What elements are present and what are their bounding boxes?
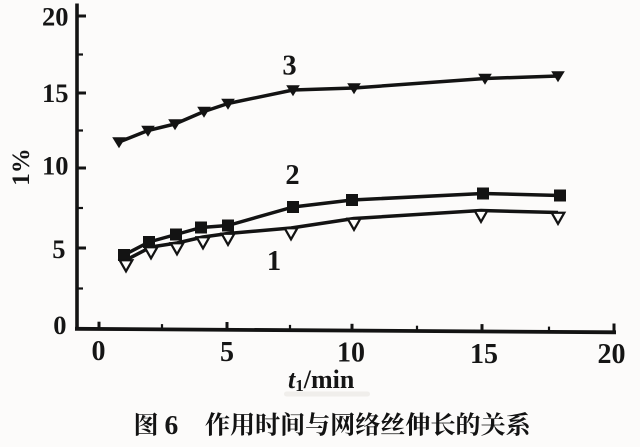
svg-text:20: 20 <box>42 2 69 32</box>
svg-text:15: 15 <box>470 339 498 370</box>
svg-text:20: 20 <box>598 339 626 370</box>
svg-text:10: 10 <box>337 338 365 369</box>
svg-text:10: 10 <box>42 151 69 181</box>
svg-text:5: 5 <box>220 337 234 368</box>
svg-text:5: 5 <box>52 234 65 264</box>
svg-text:3: 3 <box>282 51 296 82</box>
svg-text:6: 6 <box>165 409 179 440</box>
svg-text:0: 0 <box>92 336 106 367</box>
svg-text:15: 15 <box>42 78 69 108</box>
svg-text:2: 2 <box>285 160 299 191</box>
svg-text:0: 0 <box>53 310 66 340</box>
svg-text:t1/min: t1/min <box>288 365 355 395</box>
svg-text:1: 1 <box>267 246 281 277</box>
svg-text:1%: 1% <box>8 148 35 186</box>
